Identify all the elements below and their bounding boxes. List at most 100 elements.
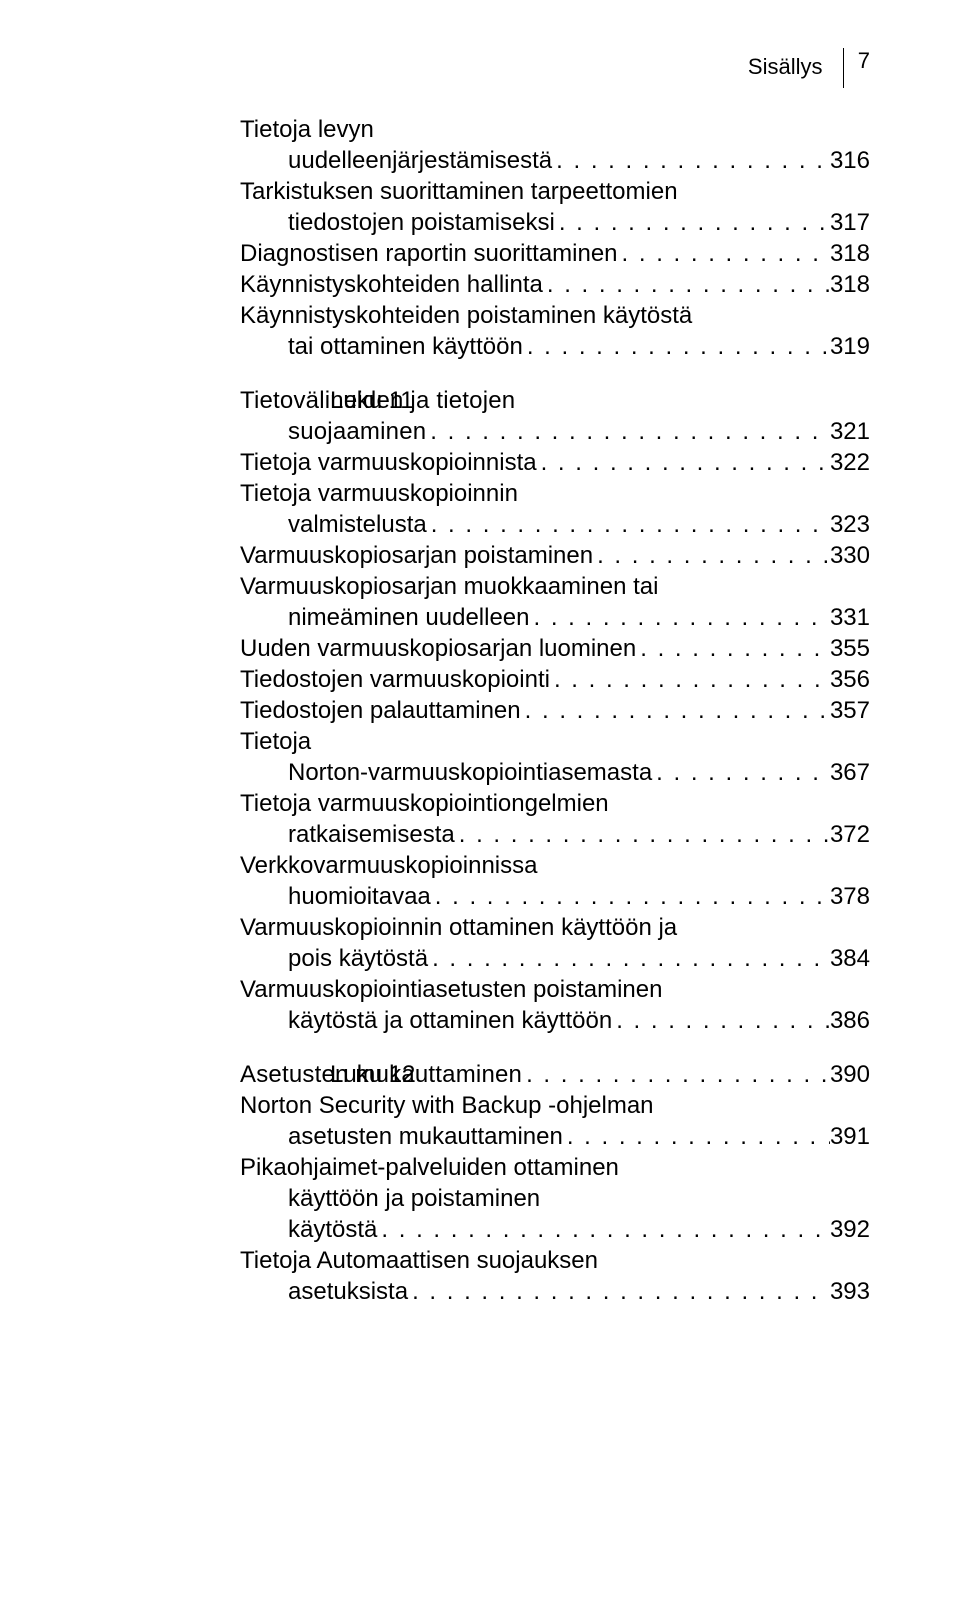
- toc-entry-text: asetuksista: [240, 1278, 408, 1306]
- toc-entry-text: Varmuuskopioinnin ottaminen käyttöön ja: [240, 914, 677, 942]
- toc-page-number: 318: [830, 240, 870, 268]
- toc-leader-dots: . . . . . . . . . . . . . . . . . . . . …: [593, 542, 830, 570]
- toc-entry-text: Tarkistuksen suorittaminen tarpeettomien: [240, 178, 678, 206]
- toc-leader-dots: . . . . . . . . . . . . . . . . . . . . …: [563, 1123, 830, 1151]
- toc-leader-dots: . . . . . . . . . . . . . . . . . . . . …: [636, 635, 830, 663]
- toc-entry-row: Käynnistyskohteiden hallinta . . . . . .…: [240, 271, 870, 299]
- toc-block-chapter: Luku 11Tietovälineiden ja tietojensuojaa…: [240, 387, 870, 1035]
- toc-page-number: 330: [830, 542, 870, 570]
- toc-page-number: 316: [830, 147, 870, 175]
- toc-leader-dots: . . . . . . . . . . . . . . . . . . . . …: [550, 666, 830, 694]
- toc-page-number: 392: [830, 1216, 870, 1244]
- toc-entry-row: Uuden varmuuskopiosarjan luominen . . . …: [240, 635, 870, 663]
- toc-entry-row: käytöstä ja ottaminen käyttöön . . . . .…: [240, 1007, 870, 1035]
- toc-entry-text: valmistelusta: [240, 511, 427, 539]
- toc-page-number: 384: [830, 945, 870, 973]
- toc-leader-dots: . . . . . . . . . . . . . . . . . . . . …: [652, 759, 830, 787]
- toc-entry-row: käyttöön ja poistaminen: [240, 1185, 870, 1213]
- toc-entry-row: Tiedostojen varmuuskopiointi . . . . . .…: [240, 666, 870, 694]
- toc-page-number: 357: [830, 697, 870, 725]
- toc-entry-text: nimeäminen uudelleen: [240, 604, 530, 632]
- toc-page-number: 321: [830, 418, 870, 446]
- toc-entry-text: huomioitavaa: [240, 883, 431, 911]
- toc-page-number: 331: [830, 604, 870, 632]
- toc-page-number: 317: [830, 209, 870, 237]
- toc-leader-dots: . . . . . . . . . . . . . . . . . . . . …: [377, 1216, 830, 1244]
- toc-page-number: 378: [830, 883, 870, 911]
- toc-page-number: 322: [830, 449, 870, 477]
- toc-entry-row: asetusten mukauttaminen . . . . . . . . …: [240, 1123, 870, 1151]
- toc-entry-row: Tarkistuksen suorittaminen tarpeettomien: [240, 178, 870, 206]
- toc-entry-row: tai ottaminen käyttöön . . . . . . . . .…: [240, 333, 870, 361]
- toc-entry-text: Verkkovarmuuskopioinnissa: [240, 852, 537, 880]
- toc-entry-text: Käynnistyskohteiden hallinta: [240, 271, 543, 299]
- toc-page-number: 386: [830, 1007, 870, 1035]
- toc-entry-row: nimeäminen uudelleen . . . . . . . . . .…: [240, 604, 870, 632]
- header-separator: [843, 48, 844, 88]
- toc-entry-text: Varmuuskopiosarjan muokkaaminen tai: [240, 573, 658, 601]
- toc-entry-row: Verkkovarmuuskopioinnissa: [240, 852, 870, 880]
- toc-entry-row: Diagnostisen raportin suorittaminen . . …: [240, 240, 870, 268]
- toc-leader-dots: . . . . . . . . . . . . . . . . . . . . …: [428, 945, 830, 973]
- toc-entry-row: valmistelusta . . . . . . . . . . . . . …: [240, 511, 870, 539]
- toc-entry-row: Tietoja varmuuskopiointiongelmien: [240, 790, 870, 818]
- toc-entry-text: Tietoja: [240, 728, 311, 756]
- chapter-label: Luku 11: [330, 387, 414, 415]
- toc-entry-row: tiedostojen poistamiseksi . . . . . . . …: [240, 209, 870, 237]
- toc-entry-row: Norton Security with Backup -ohjelman: [240, 1092, 870, 1120]
- toc-entry-text: Käynnistyskohteiden poistaminen käytöstä: [240, 302, 692, 330]
- toc-entry-row: Varmuuskopiosarjan poistaminen . . . . .…: [240, 542, 870, 570]
- toc-entry-text: Tiedostojen varmuuskopiointi: [240, 666, 550, 694]
- toc-leader-dots: . . . . . . . . . . . . . . . . . . . . …: [618, 240, 830, 268]
- toc-leader-dots: . . . . . . . . . . . . . . . . . . . . …: [427, 511, 830, 539]
- toc-entry-text: käytöstä: [240, 1216, 377, 1244]
- toc-entry-text: Tietoja levyn: [240, 116, 374, 144]
- toc-leader-dots: . . . . . . . . . . . . . . . . . . . . …: [552, 147, 830, 175]
- toc-leader-dots: . . . . . . . . . . . . . . . . . . . . …: [543, 271, 830, 299]
- header-page-number: 7: [858, 48, 870, 74]
- toc-leader-dots: . . . . . . . . . . . . . . . . . . . . …: [523, 333, 830, 361]
- toc-page-number: 356: [830, 666, 870, 694]
- toc-entry-text: Uuden varmuuskopiosarjan luominen: [240, 635, 636, 663]
- toc-entry-row: ratkaisemisesta . . . . . . . . . . . . …: [240, 821, 870, 849]
- toc-entry-row: Tietoja levyn: [240, 116, 870, 144]
- toc-entry-row: uudelleenjärjestämisestä . . . . . . . .…: [240, 147, 870, 175]
- running-header: Sisällys 7: [90, 48, 870, 88]
- toc-entry-row: Varmuuskopiointiasetusten poistaminen: [240, 976, 870, 1004]
- toc-entry-text: Varmuuskopiosarjan poistaminen: [240, 542, 593, 570]
- toc-page-number: 355: [830, 635, 870, 663]
- chapter-label: Luku 12: [330, 1061, 415, 1089]
- toc-section-row: suojaaminen . . . . . . . . . . . . . . …: [240, 418, 870, 446]
- toc-leader-dots: . . . . . . . . . . . . . . . . . . . . …: [555, 209, 830, 237]
- toc-leader-dots: . . . . . . . . . . . . . . . . . . . . …: [455, 821, 830, 849]
- toc-entry-row: Tiedostojen palauttaminen . . . . . . . …: [240, 697, 870, 725]
- toc-entry-row: Käynnistyskohteiden poistaminen käytöstä: [240, 302, 870, 330]
- toc-page-number: 393: [830, 1278, 870, 1306]
- toc-entry-text: ratkaisemisesta: [240, 821, 455, 849]
- toc-entry-text: Tietoja varmuuskopioinnista: [240, 449, 537, 477]
- toc-entry-row: Pikaohjaimet-palveluiden ottaminen: [240, 1154, 870, 1182]
- toc-leader-dots: . . . . . . . . . . . . . . . . . . . . …: [521, 697, 830, 725]
- toc-entry-row: Tietoja varmuuskopioinnin: [240, 480, 870, 508]
- table-of-contents: Tietoja levyn uudelleenjärjestämisestä . …: [90, 116, 870, 1306]
- toc-leader-dots: . . . . . . . . . . . . . . . . . . . . …: [537, 449, 830, 477]
- toc-page-number: 323: [830, 511, 870, 539]
- toc-page-number: 319: [830, 333, 870, 361]
- toc-entry-row: Tietoja Automaattisen suojauksen: [240, 1247, 870, 1275]
- toc-entry-text: Diagnostisen raportin suorittaminen: [240, 240, 618, 268]
- toc-page-number: 391: [830, 1123, 870, 1151]
- toc-entry-row: asetuksista . . . . . . . . . . . . . . …: [240, 1278, 870, 1306]
- toc-entry-text: uudelleenjärjestämisestä: [240, 147, 552, 175]
- toc-entry-text: Tietoja Automaattisen suojauksen: [240, 1247, 598, 1275]
- toc-section-title: suojaaminen: [240, 418, 426, 446]
- toc-entry-text: Tietoja varmuuskopiointiongelmien: [240, 790, 609, 818]
- toc-leader-dots: . . . . . . . . . . . . . . . . . . . . …: [431, 883, 830, 911]
- toc-leader-dots: . . . . . . . . . . . . . . . . . . . . …: [426, 418, 830, 446]
- header-label: Sisällys: [748, 54, 829, 79]
- toc-page-number: 367: [830, 759, 870, 787]
- toc-page-number: 372: [830, 821, 870, 849]
- toc-entry-row: käytöstä . . . . . . . . . . . . . . . .…: [240, 1216, 870, 1244]
- toc-entry-text: Varmuuskopiointiasetusten poistaminen: [240, 976, 662, 1004]
- toc-entry-text: tai ottaminen käyttöön: [240, 333, 523, 361]
- toc-entry-row: pois käytöstä . . . . . . . . . . . . . …: [240, 945, 870, 973]
